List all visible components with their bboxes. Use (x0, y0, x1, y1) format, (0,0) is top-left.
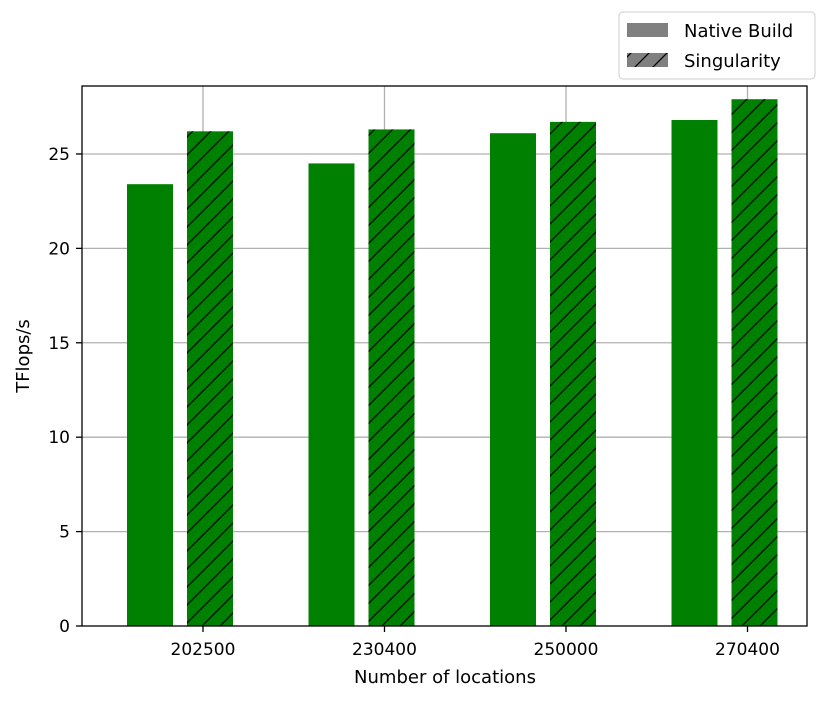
y-tick-label: 20 (48, 239, 70, 259)
y-tick-label: 10 (48, 428, 70, 448)
legend-label-native-build: Native Build (684, 21, 793, 42)
bar-hatch-singularity-230400 (368, 129, 415, 626)
bar-native-build-230400 (308, 163, 355, 626)
y-axis-ticks: 0 5 10 15 20 25 (48, 145, 82, 637)
legend-swatch-native-build (627, 23, 668, 37)
bar-native-build-202500 (127, 184, 173, 626)
legend-swatch-singularity-hatch (627, 53, 668, 67)
x-axis-ticks: 202500 230400 250000 270400 (171, 626, 780, 660)
plot-frame (81, 85, 808, 627)
bar-native-build-250000 (490, 133, 536, 626)
x-tick-label: 202500 (171, 640, 236, 660)
bar-hatch-singularity-250000 (550, 121, 596, 627)
bar-native-build-270400 (671, 119, 718, 626)
x-tick-label: 270400 (715, 640, 780, 660)
bar-hatch-singularity-270400 (731, 99, 778, 626)
x-axis-title: Number of locations (354, 667, 536, 688)
bars (127, 99, 778, 627)
y-tick-label: 15 (48, 334, 70, 354)
x-tick-label: 250000 (534, 640, 599, 660)
y-tick-label: 0 (59, 617, 70, 637)
bar-hatch-singularity-202500 (187, 131, 233, 626)
y-tick-label: 25 (48, 145, 70, 165)
x-tick-label: 230400 (352, 640, 417, 660)
y-tick-label: 5 (59, 523, 70, 543)
y-axis-title: TFlops/s (13, 319, 34, 394)
legend: Native Build Singularity (618, 11, 816, 80)
legend-label-singularity: Singularity (684, 51, 781, 72)
